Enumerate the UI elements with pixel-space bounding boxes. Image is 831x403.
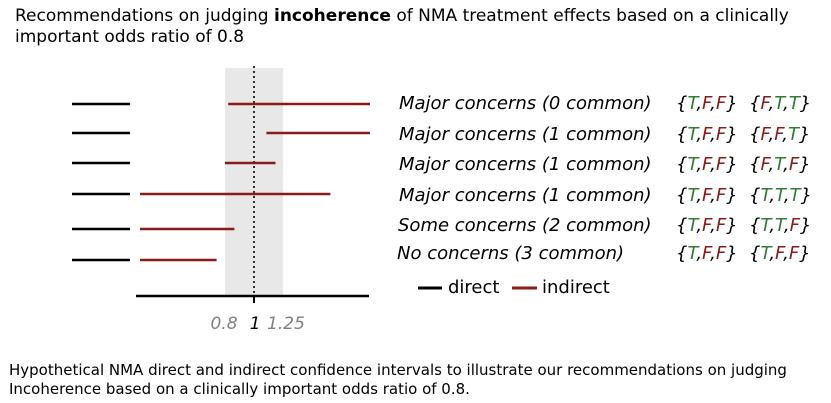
criteria-set-2: {T,T,T} (749, 185, 812, 206)
legend-direct-label: direct (448, 277, 499, 298)
title-rest: of NMA treatment effects based on a clin… (15, 6, 789, 47)
criteria-set-1: {T,F,F} (676, 93, 738, 114)
judgement-label: Major concerns (0 common) (399, 93, 652, 114)
title-emphasis: incoherence (274, 6, 391, 26)
criteria-set-2: {F,T,F} (749, 154, 811, 175)
criteria-set-1: {T,F,F} (676, 215, 738, 236)
plot-row: Major concerns (1 common) {T,F,F} {F,T,F} (72, 154, 811, 175)
plot-row: No concerns (3 common) {T,F,F} {T,F,F} (72, 243, 811, 264)
judgement-label: Major concerns (1 common) (399, 124, 652, 145)
title-lead: Recommendations on judging (15, 6, 274, 26)
figure-caption: Hypothetical NMA direct and indirect con… (9, 361, 787, 398)
criteria-set-1: {T,F,F} (676, 124, 738, 145)
judgement-label: Major concerns (1 common) (399, 185, 652, 206)
criteria-set-2: {T,F,F} (749, 243, 811, 264)
judgement-label: Some concerns (2 common) (398, 215, 652, 236)
criteria-set-2: {F,F,T} (749, 124, 810, 145)
tick-label: 1.25 (267, 314, 305, 334)
criteria-set-2: {T,T,F} (749, 215, 811, 236)
tick-label: 0.8 (210, 314, 237, 334)
plot-row: Major concerns (1 common) {T,F,F} {F,F,T} (72, 124, 810, 145)
figure-title: Recommendations on judging incoherence o… (15, 6, 820, 48)
forest-plot: 0.8 1 1.25 Major concerns (0 common) {T,F,F… (72, 66, 812, 334)
plot-row: Major concerns (1 common) {T,F,F} {T,T,T} (72, 185, 812, 206)
legend-indirect-label: indirect (542, 277, 610, 298)
plot-row: Major concerns (0 common) {T,F,F} {F,T,T} (72, 93, 811, 114)
plot-row: Some concerns (2 common) {T,F,F} {T,T,F} (72, 215, 811, 236)
criteria-set-1: {T,F,F} (676, 154, 738, 175)
criteria-set-1: {T,F,F} (676, 185, 738, 206)
tick-label: 1 (250, 314, 261, 334)
judgement-label: No concerns (3 common) (397, 243, 624, 264)
judgement-label: Major concerns (1 common) (399, 154, 652, 175)
criteria-set-2: {F,T,T} (749, 93, 811, 114)
criteria-set-1: {T,F,F} (676, 243, 738, 264)
legend: direct indirect (418, 277, 610, 298)
